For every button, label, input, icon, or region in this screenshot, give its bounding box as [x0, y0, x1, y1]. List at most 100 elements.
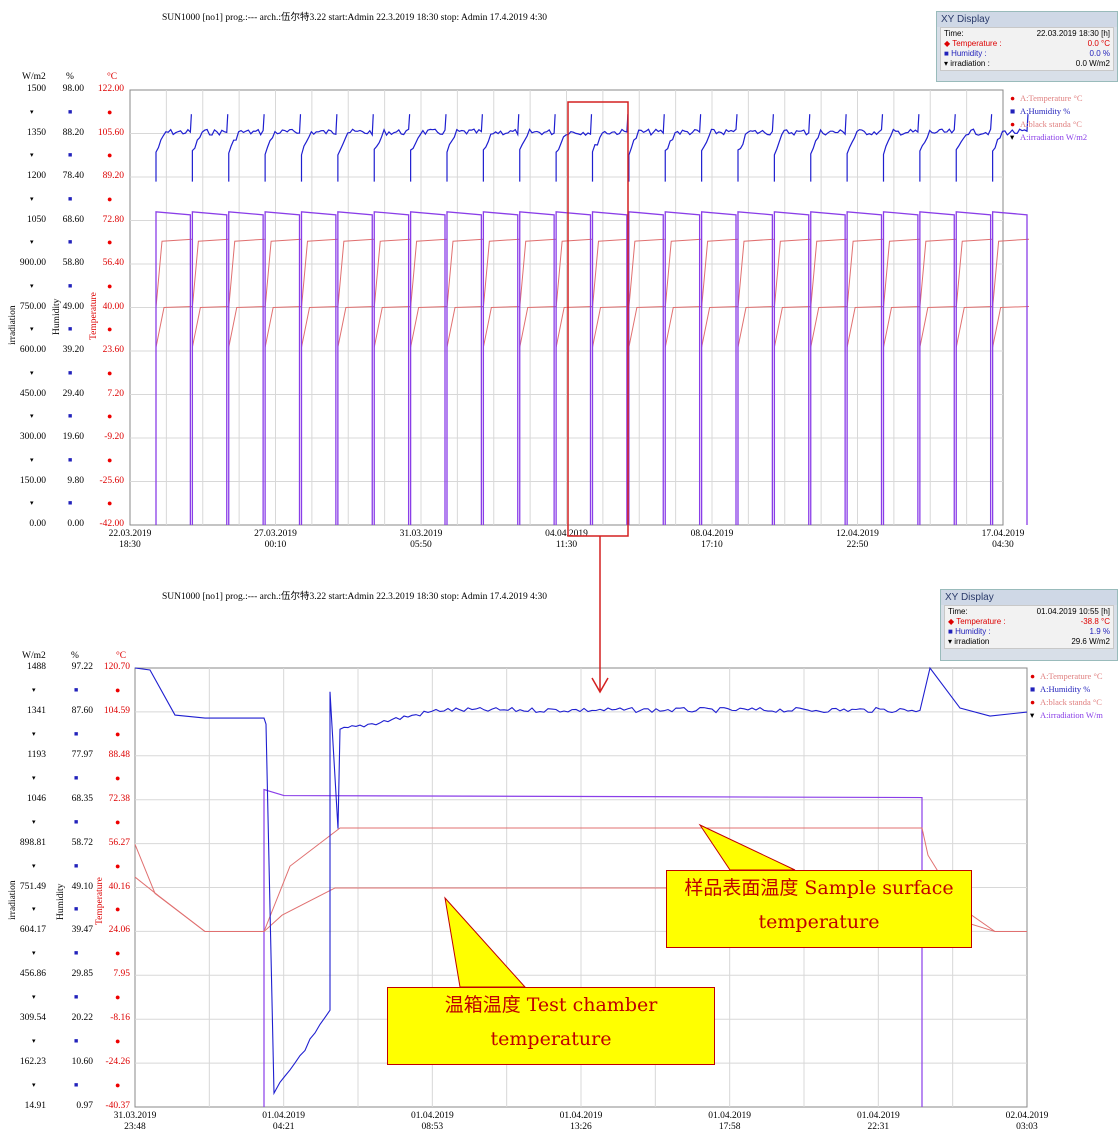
dot-icon: ●: [107, 237, 113, 248]
humidity-tick: 58.80: [62, 258, 84, 268]
bullet-icon: ◆: [948, 617, 955, 626]
temperature-tick: 105.60: [97, 127, 124, 138]
chamber-callout-pointer: [444, 896, 527, 988]
xy-sep: :: [987, 59, 990, 68]
irradiation-tick: 1200: [27, 171, 46, 181]
temperature-unit: °C: [107, 72, 118, 82]
x-tick-label: 27.03.2019 00:10: [254, 529, 297, 550]
square-icon: ■: [68, 107, 73, 116]
irradiation-tick: 450.00: [19, 388, 46, 399]
temperature-tick: -40.37: [105, 1101, 130, 1111]
humidity-unit: %: [71, 651, 79, 661]
triangle-icon: ▾: [30, 325, 34, 334]
square-icon: ■: [68, 325, 73, 334]
triangle-icon: ▾: [32, 817, 36, 826]
temperature-tick: 88.48: [108, 749, 130, 760]
humidity-tick: 98.00: [62, 84, 84, 94]
dot-icon: ●: [115, 904, 121, 915]
humidity-tick: 0.97: [76, 1101, 93, 1111]
humidity-tick: 77.97: [71, 749, 93, 760]
temperature-tick: 120.70: [103, 662, 130, 672]
x-tick-label: 08.04.2019 17:10: [690, 529, 734, 550]
dot-icon: ●: [107, 280, 113, 291]
humidity-tick: 68.60: [62, 214, 84, 225]
chart-header: SUN1000 [no1] prog.:--- arch.:伍尔特3.22 st…: [162, 592, 547, 602]
dot-icon: ●: [107, 498, 113, 509]
xy-sep: :: [999, 39, 1002, 48]
legend-label: A:Humidity %: [1040, 684, 1091, 694]
legend-item: ▾ A:irradiation W/m2: [1010, 131, 1087, 144]
dot-icon: ●: [115, 816, 121, 827]
irradiation-tick: 1350: [27, 127, 46, 138]
square-icon: ■: [74, 773, 79, 782]
xy-display-panel[interactable]: XY Display Time: 22.03.2019 18:30 [h] ◆ T…: [936, 11, 1118, 82]
irradiation-unit: W/m2: [22, 651, 46, 661]
irradiation-tick: 1193: [27, 749, 46, 760]
square-icon: ■: [68, 368, 73, 377]
dot-icon: ●: [107, 454, 113, 465]
temperature-tick: 122.00: [97, 84, 124, 94]
x-tick-label: 17.04.2019 04:30: [981, 529, 1025, 550]
temperature-tick: -42.00: [99, 519, 124, 529]
legend-item: ● A:black standa °C: [1010, 118, 1087, 131]
triangle-icon: ▾: [30, 107, 34, 116]
legend-label: A:Temperature °C: [1020, 93, 1083, 103]
dot-icon: ●: [115, 1036, 121, 1047]
triangle-icon: ▾: [30, 368, 34, 377]
legend-label: A:black standa °C: [1040, 697, 1102, 707]
humidity-tick: 0.00: [67, 519, 84, 529]
temperature-tick: -25.60: [99, 475, 124, 486]
dot-icon: ●: [107, 324, 113, 335]
chart-legend: ● A:Temperature °C ■ A:Humidity % ● A:black…: [1010, 92, 1087, 144]
humidity-tick: 9.80: [67, 475, 84, 486]
triangle-icon: ▾: [944, 59, 949, 68]
temperature-tick: 56.27: [108, 837, 130, 848]
xy-sep: :: [988, 627, 991, 636]
humidity-tick: 49.00: [62, 301, 84, 312]
dot-icon: ●: [107, 367, 113, 378]
irradiation-tick: 309.54: [19, 1013, 46, 1024]
triangle-icon: ▾: [32, 949, 36, 958]
sample-surface-callout: 样品表面温度 Sample surface temperature: [666, 870, 972, 948]
dot-icon: ●: [107, 193, 113, 204]
x-tick-label: 01.04.2019 04:21: [262, 1111, 306, 1132]
square-icon: ■: [68, 194, 73, 203]
xy-time-value: 01.04.2019 10:55 [h]: [1036, 607, 1110, 616]
irradiation-tick: 600.00: [19, 345, 46, 355]
dot-icon: ●: [107, 411, 113, 422]
chart-legend: ● A:Temperature °C ■ A:Humidity % ● A:black…: [1030, 670, 1103, 722]
square-icon: ■: [1030, 684, 1036, 694]
humidity-tick: 97.22: [71, 662, 93, 672]
humidity-tick: 68.35: [71, 793, 93, 804]
irradiation-tick: 300.00: [19, 432, 46, 442]
humidity-tick: 58.72: [71, 837, 93, 848]
xy-humidity-label: Humidity: [955, 627, 987, 636]
triangle-icon: ▾: [30, 499, 34, 508]
irradiation-tick: 1500: [27, 84, 46, 94]
square-icon: ■: [74, 861, 79, 870]
temperature-tick: 23.60: [102, 345, 124, 355]
humidity-tick: 39.20: [62, 345, 84, 355]
xy-display-title: XY Display: [937, 12, 1117, 27]
temperature-tick: 24.06: [108, 925, 130, 936]
irradiation-tick: 0.00: [29, 519, 46, 529]
xy-sep: :: [984, 49, 987, 58]
dot-icon: ●: [107, 106, 113, 117]
overview-plot: [129, 89, 1030, 526]
irradiation-tick: 604.17: [19, 925, 46, 936]
dot-icon: ●: [115, 992, 121, 1003]
legend-label: A:irradiation W/m2: [1020, 132, 1088, 142]
square-icon: ■: [68, 281, 73, 290]
square-icon: ■: [68, 499, 73, 508]
humidity-tick: 39.47: [71, 925, 93, 936]
temperature-tick: 40.16: [108, 881, 130, 892]
square-icon: ■: [74, 729, 79, 738]
x-tick-label: 31.03.2019 23:48: [113, 1111, 157, 1132]
temperature-tick: 72.80: [102, 214, 124, 225]
legend-label: A:Humidity %: [1020, 106, 1071, 116]
xy-display-panel[interactable]: XY Display Time: 01.04.2019 10:55 [h] ◆ T…: [940, 589, 1118, 661]
temperature-tick: 56.40: [102, 258, 124, 268]
dot-icon: ●: [115, 1080, 121, 1091]
humidity-tick: 20.22: [71, 1013, 93, 1024]
triangle-icon: ▾: [30, 281, 34, 290]
